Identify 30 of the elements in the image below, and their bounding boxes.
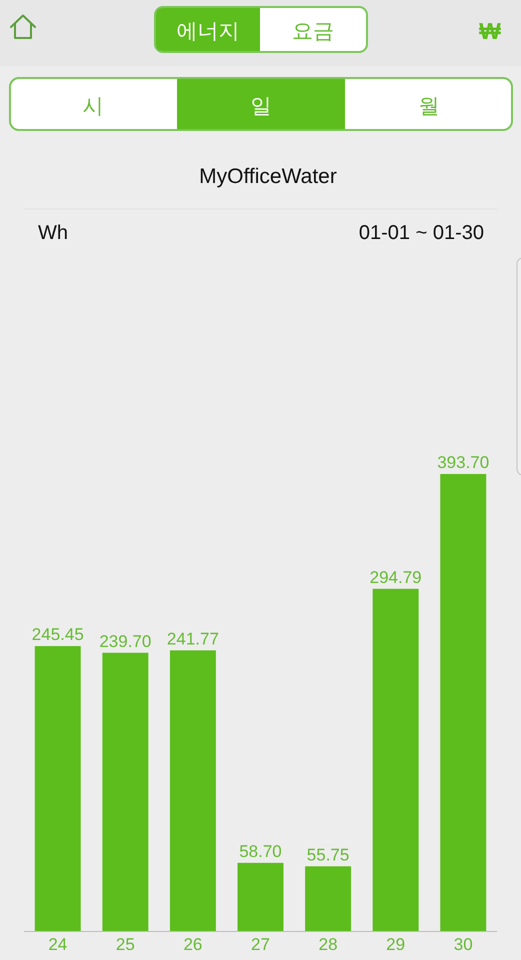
bar [372,588,419,931]
data-label: 245.45 [32,625,84,644]
x-tick-label: 30 [454,935,473,954]
data-label: 55.75 [306,845,350,864]
x-tick-label: 25 [116,935,135,954]
data-label: 393.70 [437,453,490,472]
bar [440,474,486,931]
x-tick-label: 26 [183,935,202,954]
data-label: 294.79 [370,568,422,587]
bar [305,866,352,931]
text: 시 [82,95,104,118]
text: ₩ [479,18,502,44]
bar [238,862,284,931]
bar [170,650,216,931]
x-tick-label: 28 [318,935,338,954]
chart-title: MyOfficeWater [199,165,337,188]
bar [34,646,81,931]
text: Wh [38,222,68,244]
x-tick-label: 29 [386,935,406,954]
bar [102,652,148,931]
text: 일 [250,95,272,118]
data-label: 241.77 [166,629,219,648]
text: 에너지 [176,20,240,43]
text: 월 [418,95,440,118]
x-tick-label: 24 [48,935,68,954]
chart-subtitle: 01-01 ~ 01-30 [358,222,484,244]
data-label: 58.70 [239,842,282,861]
data-label: 239.70 [99,632,152,651]
text: 요금 [292,20,334,43]
x-tick-label: 27 [251,935,270,954]
